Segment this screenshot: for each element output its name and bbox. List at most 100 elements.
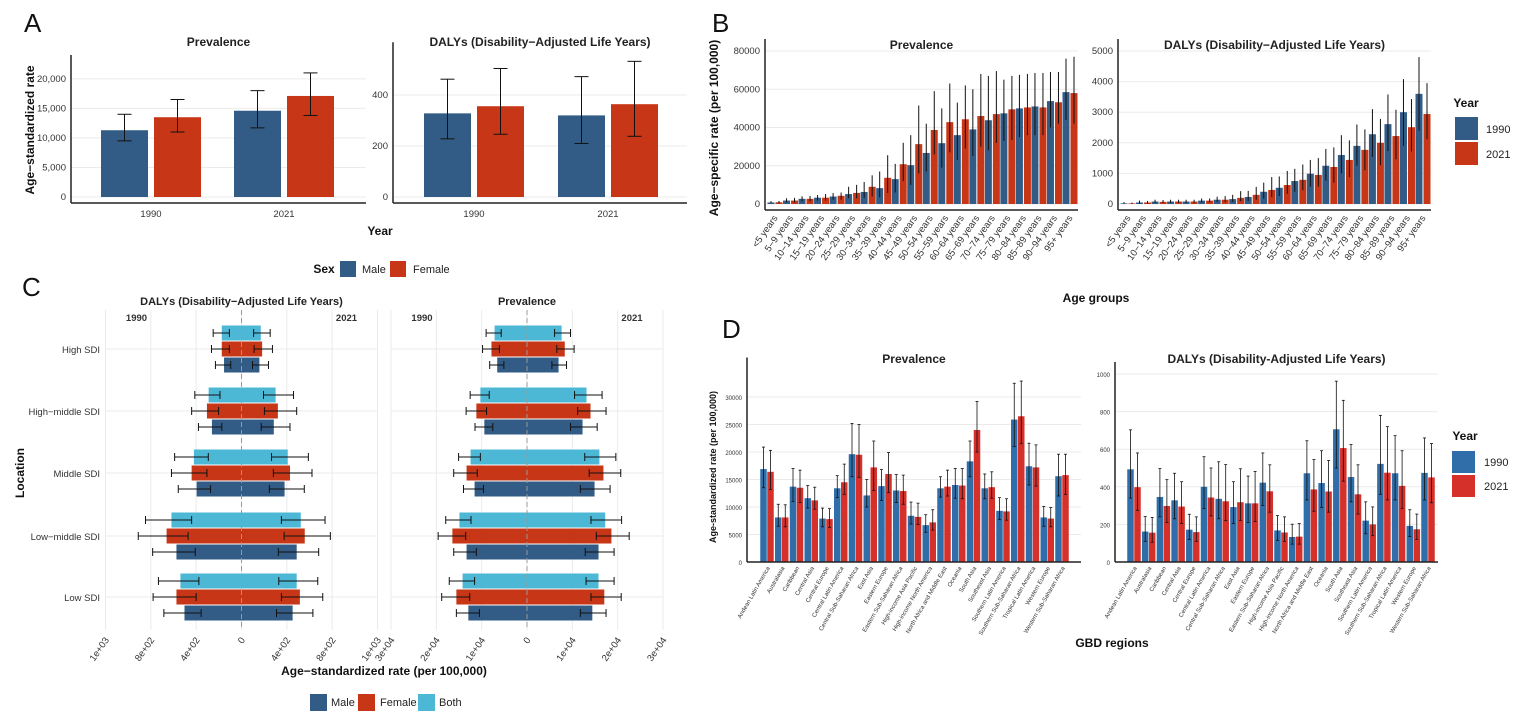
bar-2021 — [1423, 114, 1431, 204]
bar-2021 — [1345, 159, 1353, 204]
bar-both — [459, 512, 606, 528]
bar-2021 — [961, 119, 969, 204]
y-tick-label: 0 — [1107, 561, 1111, 567]
chart-title: Prevalence — [498, 296, 556, 308]
bar-1990 — [1031, 106, 1039, 204]
bar-1990 — [1421, 472, 1428, 562]
x-tick-label: 1e+03 — [88, 635, 112, 663]
panel-b-y-title: Age−specific rate (per 100,000) — [707, 40, 721, 216]
bar-2021 — [1047, 518, 1054, 562]
bar-2021 — [796, 487, 804, 562]
bar-1990 — [1384, 124, 1392, 204]
y-tick-label: 0 — [383, 192, 388, 203]
bar-2021 — [822, 197, 830, 204]
bar-1990 — [834, 488, 841, 562]
panel-label-a: A — [24, 8, 42, 38]
bar-1990 — [953, 135, 961, 204]
x-tick-label: 2021 — [597, 209, 618, 220]
bar-2021 — [973, 430, 981, 562]
x-tick-label: 1990 — [140, 209, 161, 220]
bar-1990 — [1291, 181, 1299, 204]
bar-2021 — [1369, 524, 1376, 562]
y-tick-label: 400 — [372, 90, 388, 101]
bar-1990 — [1215, 498, 1222, 562]
bar-2021 — [1062, 475, 1069, 562]
year-label-left: 1990 — [126, 313, 147, 324]
bar-1990 — [798, 198, 806, 204]
bar-1990 — [860, 191, 868, 204]
bar-female — [166, 528, 305, 544]
bar-2021 — [1039, 107, 1047, 204]
y-tick-label: 20,000 — [37, 74, 66, 85]
x-tick-label: 1e+04 — [464, 635, 488, 663]
bar-2021 — [915, 144, 923, 204]
bar-2021 — [1428, 477, 1435, 562]
bar-2021 — [1314, 174, 1322, 204]
bar-1990 — [845, 194, 853, 204]
bar-2021 — [826, 519, 833, 562]
legend-swatch-male — [340, 261, 356, 277]
panel-label-d: D — [722, 314, 741, 344]
bar-2021 — [1340, 448, 1347, 562]
bar-2021 — [1193, 532, 1200, 562]
location-label: High−middle SDI — [28, 407, 100, 418]
bar-2021 — [1392, 136, 1400, 204]
bar-1990 — [1025, 466, 1033, 562]
bar-2021 — [1398, 485, 1406, 562]
bar-male — [184, 605, 293, 621]
panel-label-b: B — [712, 8, 729, 38]
bar-2021 — [1251, 503, 1259, 562]
y-tick-label: 15,000 — [37, 103, 66, 114]
bar-female — [191, 465, 291, 481]
bar-2021 — [977, 116, 985, 204]
chart-title: DALYs (Disability−Adjusted Life Years) — [140, 296, 343, 308]
bar-1990 — [1306, 173, 1314, 204]
bar-1990 — [907, 515, 915, 562]
legend-label-male: Male — [362, 264, 386, 276]
bar-both — [221, 325, 261, 341]
x-tick-label: 0 — [521, 635, 533, 646]
bar-1990 — [1362, 520, 1369, 562]
legend-swatch-1990 — [1455, 117, 1478, 140]
bar-1990 — [1337, 155, 1345, 204]
y-tick-label: 20000 — [725, 451, 742, 457]
bar-both — [171, 512, 301, 528]
bar-1990 — [1186, 529, 1193, 562]
bar-2021 — [1266, 491, 1274, 562]
y-tick-label: 15000 — [725, 479, 742, 485]
legend-swatch-male — [310, 694, 327, 711]
bar-male — [474, 481, 595, 497]
bar-female — [176, 589, 300, 605]
bar-1990 — [1156, 496, 1164, 562]
panel-c-x-title: Age−standardized rate (per 100,000) — [281, 664, 487, 678]
y-tick-label: 1000 — [1097, 373, 1111, 379]
bar-2021 — [853, 192, 861, 204]
bar-2021 — [1354, 494, 1362, 562]
bar-1990 — [922, 152, 930, 204]
x-tick-label: 8e+02 — [133, 635, 157, 663]
y-tick-label: 4000 — [1092, 77, 1113, 88]
legend-swatch-1990 — [1452, 451, 1475, 473]
bar-male — [196, 481, 285, 497]
bar-1990 — [1259, 482, 1267, 562]
x-tick-label: 8e+02 — [314, 635, 338, 663]
bar-1990 — [1303, 473, 1311, 562]
bar-1990 — [1000, 113, 1008, 204]
bar-1990 — [1274, 530, 1281, 562]
bar-1990 — [775, 517, 782, 562]
x-tick-label: 1e+04 — [554, 635, 578, 663]
location-label: Low−middle SDI — [31, 532, 100, 543]
legend-swatch-female — [358, 694, 375, 711]
bar-2021 — [1003, 511, 1010, 562]
y-tick-label: 0 — [61, 192, 66, 203]
bar-2021 — [1148, 532, 1156, 562]
bar-female — [452, 528, 612, 544]
y-tick-label: 25000 — [725, 424, 742, 430]
bar-2021 — [988, 487, 995, 562]
panel-a-x-title: Year — [367, 224, 393, 238]
bar-male — [211, 419, 274, 435]
bar-2021 — [992, 114, 1000, 204]
bar-2021 — [1283, 185, 1291, 204]
y-tick-label: 0 — [1108, 199, 1113, 210]
chart-title: DALYs (Disability−Adjusted Life Years) — [429, 35, 650, 49]
